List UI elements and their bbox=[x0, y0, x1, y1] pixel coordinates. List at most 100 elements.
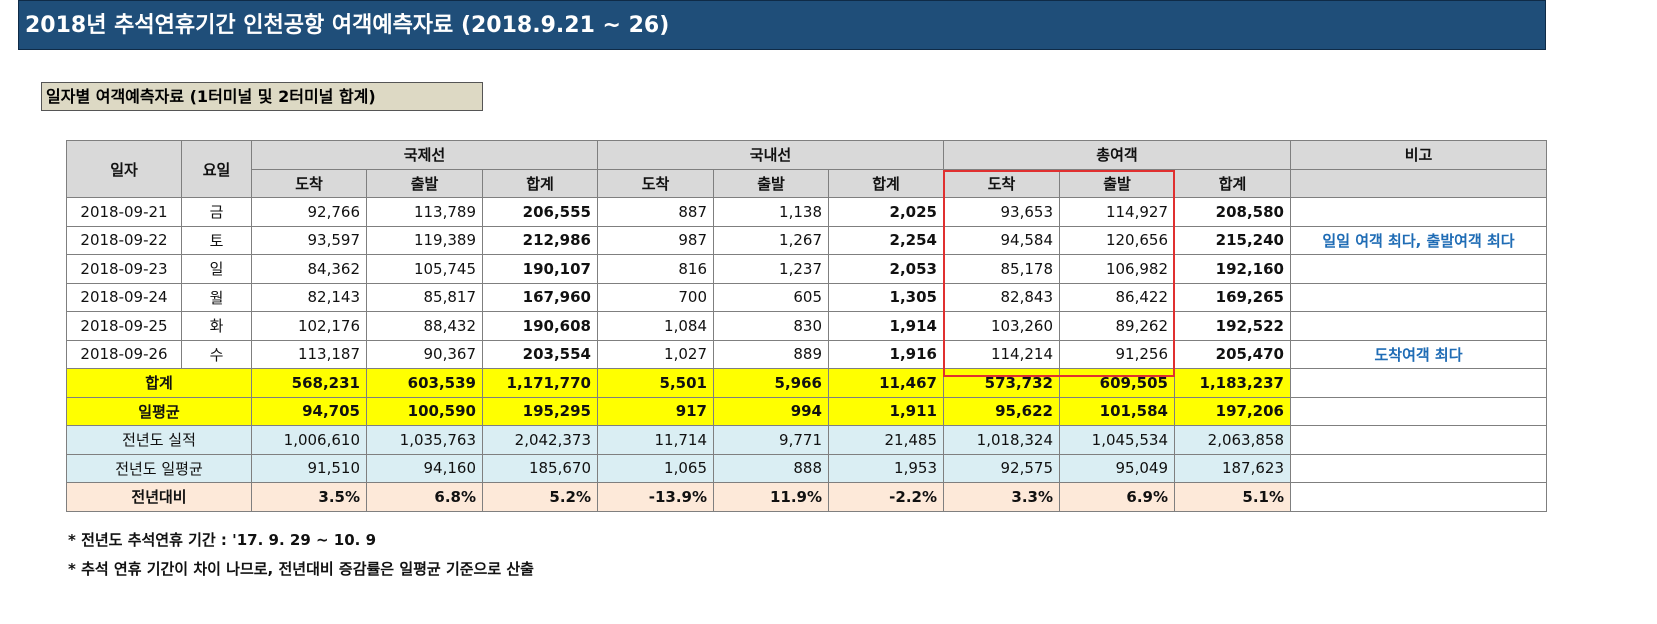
summary-value-ta: 1,018,324 bbox=[943, 425, 1060, 455]
summary-value-td: 101,584 bbox=[1059, 396, 1175, 426]
date-cell: 2018-09-26 bbox=[66, 339, 182, 369]
value-cell-is: 167,960 bbox=[482, 282, 598, 312]
page-title: 2018년 추석연휴기간 인천공항 여객예측자료 (2018.9.21 ~ 26… bbox=[18, 0, 1546, 50]
value-cell-da: 1,027 bbox=[597, 339, 714, 369]
summary-value-id: 6.8% bbox=[366, 482, 483, 512]
summary-value-td: 6.9% bbox=[1059, 482, 1175, 512]
value-cell-is: 203,554 bbox=[482, 339, 598, 369]
value-cell-ts: 169,265 bbox=[1174, 282, 1291, 312]
summary-value-td: 95,049 bbox=[1059, 453, 1175, 483]
remark-cell bbox=[1290, 311, 1547, 341]
remark-cell bbox=[1290, 396, 1547, 426]
value-cell-td: 86,422 bbox=[1059, 282, 1175, 312]
summary-value-ta: 3.3% bbox=[943, 482, 1060, 512]
summary-value-ts: 2,063,858 bbox=[1174, 425, 1291, 455]
summary-row: 전년대비 3.5% 6.8% 5.2% -13.9% 11.9% -2.2% 3.3% 6.9%… bbox=[66, 482, 1547, 512]
header-day: 요일 bbox=[181, 140, 252, 198]
summary-value-da: 1,065 bbox=[597, 453, 714, 483]
value-cell-td: 114,927 bbox=[1059, 197, 1175, 227]
summary-value-ds: 11,467 bbox=[828, 368, 944, 398]
summary-label-cell: 전년도 실적 bbox=[66, 425, 252, 455]
summary-value-ta: 573,732 bbox=[943, 368, 1060, 398]
header-date: 일자 bbox=[66, 140, 182, 198]
value-cell-ia: 113,187 bbox=[251, 339, 367, 369]
day-cell: 화 bbox=[181, 311, 252, 341]
summary-row: 전년도 실적 1,006,610 1,035,763 2,042,373 11,714 9… bbox=[66, 425, 1547, 455]
remark-cell bbox=[1290, 197, 1547, 227]
section-subtitle: 일자별 여객예측자료 (1터미널 및 2터미널 합계) bbox=[41, 82, 483, 111]
summary-value-ts: 5.1% bbox=[1174, 482, 1291, 512]
value-cell-td: 91,256 bbox=[1059, 339, 1175, 369]
summary-value-is: 185,670 bbox=[482, 453, 598, 483]
value-cell-ia: 93,597 bbox=[251, 225, 367, 255]
summary-value-ts: 197,206 bbox=[1174, 396, 1291, 426]
date-cell: 2018-09-21 bbox=[66, 197, 182, 227]
header-domestic: 국내선 bbox=[597, 140, 944, 170]
day-cell: 일 bbox=[181, 254, 252, 284]
remark-cell bbox=[1290, 282, 1547, 312]
value-cell-da: 700 bbox=[597, 282, 714, 312]
summary-value-ds: 21,485 bbox=[828, 425, 944, 455]
summary-value-id: 94,160 bbox=[366, 453, 483, 483]
value-cell-id: 113,789 bbox=[366, 197, 483, 227]
remark-cell bbox=[1290, 425, 1547, 455]
value-cell-ts: 215,240 bbox=[1174, 225, 1291, 255]
value-cell-id: 119,389 bbox=[366, 225, 483, 255]
value-cell-dd: 605 bbox=[713, 282, 829, 312]
value-cell-da: 887 bbox=[597, 197, 714, 227]
summary-value-da: -13.9% bbox=[597, 482, 714, 512]
header-row-1: 일자 요일 국제선 국내선 총여객 비고 bbox=[66, 140, 1547, 198]
summary-value-td: 1,045,534 bbox=[1059, 425, 1175, 455]
value-cell-ds: 2,254 bbox=[828, 225, 944, 255]
date-cell: 2018-09-22 bbox=[66, 225, 182, 255]
value-cell-ta: 94,584 bbox=[943, 225, 1060, 255]
remark-cell: 도착여객 최다 bbox=[1290, 339, 1547, 369]
summary-value-da: 917 bbox=[597, 396, 714, 426]
table-row: 2018-09-21 금 92,766 113,789 206,555 887 1,138 2… bbox=[66, 197, 1547, 227]
summary-value-ds: 1,911 bbox=[828, 396, 944, 426]
table-row: 2018-09-22 토 93,597 119,389 212,986 987 1,267 2… bbox=[66, 225, 1547, 255]
summary-value-dd: 9,771 bbox=[713, 425, 829, 455]
value-cell-dd: 1,267 bbox=[713, 225, 829, 255]
value-cell-ds: 2,025 bbox=[828, 197, 944, 227]
summary-value-ts: 1,183,237 bbox=[1174, 368, 1291, 398]
summary-value-id: 603,539 bbox=[366, 368, 483, 398]
value-cell-dd: 889 bbox=[713, 339, 829, 369]
summary-value-dd: 994 bbox=[713, 396, 829, 426]
summary-value-ds: -2.2% bbox=[828, 482, 944, 512]
value-cell-ts: 205,470 bbox=[1174, 339, 1291, 369]
summary-label-cell: 일평균 bbox=[66, 396, 252, 426]
value-cell-da: 1,084 bbox=[597, 311, 714, 341]
summary-value-da: 5,501 bbox=[597, 368, 714, 398]
value-cell-ia: 92,766 bbox=[251, 197, 367, 227]
value-cell-id: 90,367 bbox=[366, 339, 483, 369]
summary-value-is: 2,042,373 bbox=[482, 425, 598, 455]
header-intl-sum: 합계 bbox=[482, 168, 598, 198]
day-cell: 수 bbox=[181, 339, 252, 369]
summary-value-ia: 3.5% bbox=[251, 482, 367, 512]
summary-value-is: 1,171,770 bbox=[482, 368, 598, 398]
day-cell: 금 bbox=[181, 197, 252, 227]
summary-value-id: 100,590 bbox=[366, 396, 483, 426]
summary-value-ia: 94,705 bbox=[251, 396, 367, 426]
header-row-2: 도착 출발 합계 도착 출발 합계 도착 출발 합계 bbox=[67, 168, 1547, 198]
summary-value-ia: 1,006,610 bbox=[251, 425, 367, 455]
summary-value-td: 609,505 bbox=[1059, 368, 1175, 398]
value-cell-is: 206,555 bbox=[482, 197, 598, 227]
passenger-forecast-table: 일자 요일 국제선 국내선 총여객 비고 도착 출발 합계 도착 출발 합계 도… bbox=[66, 140, 1547, 512]
summary-row: 합계 568,231 603,539 1,171,770 5,501 5,966 11,46… bbox=[66, 368, 1547, 398]
value-cell-td: 120,656 bbox=[1059, 225, 1175, 255]
summary-row: 전년도 일평균 91,510 94,160 185,670 1,065 888 1,953 9… bbox=[66, 453, 1547, 483]
summary-value-ta: 95,622 bbox=[943, 396, 1060, 426]
date-cell: 2018-09-23 bbox=[66, 254, 182, 284]
value-cell-da: 987 bbox=[597, 225, 714, 255]
header-intl-arrive: 도착 bbox=[251, 168, 367, 198]
day-cell: 토 bbox=[181, 225, 252, 255]
summary-label-cell: 합계 bbox=[66, 368, 252, 398]
header-dom-depart: 출발 bbox=[713, 168, 829, 198]
value-cell-ta: 93,653 bbox=[943, 197, 1060, 227]
table-row: 2018-09-26 수 113,187 90,367 203,554 1,027 889 1… bbox=[66, 339, 1547, 369]
header-remark-blank bbox=[1290, 168, 1547, 198]
summary-value-ta: 92,575 bbox=[943, 453, 1060, 483]
header-total-depart: 출발 bbox=[1059, 168, 1175, 198]
